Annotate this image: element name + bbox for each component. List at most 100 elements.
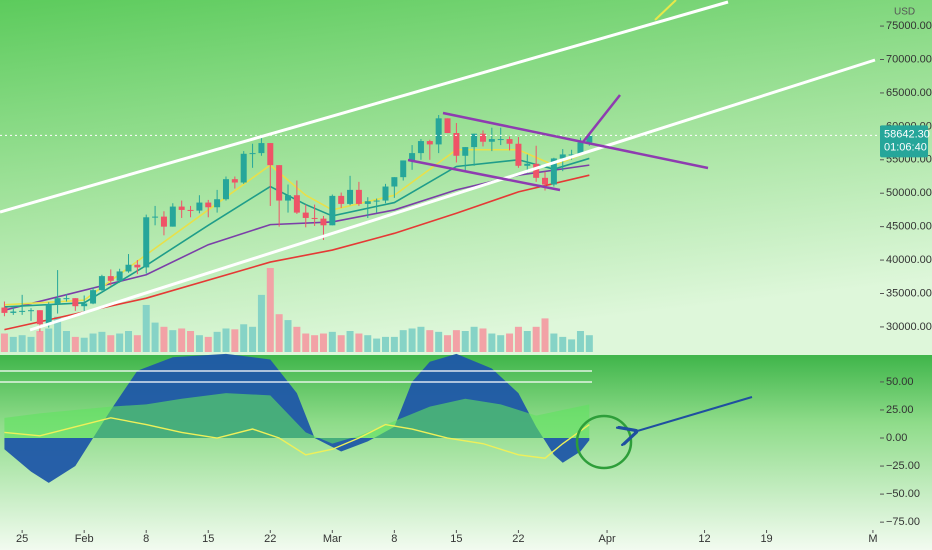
candle-body (355, 189, 362, 204)
currency-label: USD (894, 7, 915, 18)
volume-bar (275, 314, 283, 352)
volume-bar (178, 328, 186, 352)
volume-bar (541, 318, 549, 352)
candle-body (214, 199, 221, 208)
candle-body (409, 153, 416, 161)
volume-bar (133, 335, 141, 352)
x-tick-label: Apr (598, 533, 615, 545)
candle-body (196, 202, 203, 211)
candle-body (302, 212, 309, 218)
volume-bar (240, 324, 248, 352)
volume-bar (187, 331, 195, 352)
volume-bar (62, 331, 70, 352)
volume-bar (532, 326, 540, 352)
trendline (407, 158, 561, 192)
moving-average (4, 174, 590, 331)
y-tick-label: 25.00 (886, 404, 914, 416)
volume-bar (257, 294, 265, 352)
candle-body (231, 179, 238, 183)
volume-bar (523, 331, 531, 352)
volume-bar (497, 335, 505, 352)
volume-bar (249, 326, 257, 352)
candle-body (187, 209, 194, 211)
volume-bar (576, 331, 584, 352)
volume-bar (452, 330, 460, 352)
candle-body (533, 163, 540, 178)
price-pane (0, 0, 932, 355)
volume-bar (45, 328, 53, 352)
volume-bar (319, 333, 327, 352)
candle-body (382, 186, 389, 201)
volume-bar (390, 336, 398, 352)
volume-bar (36, 331, 44, 352)
candle-body (36, 310, 43, 325)
x-tick-label: Mar (323, 533, 342, 545)
candle-body (338, 195, 345, 204)
volume-bar (9, 336, 17, 352)
x-tick-label: 25 (16, 533, 28, 545)
candle-body (453, 133, 460, 156)
volume-bar (160, 326, 168, 352)
candle-body (373, 200, 380, 202)
volume-bar (585, 335, 593, 352)
candle-body (435, 118, 442, 145)
volume-bar (435, 331, 443, 352)
volume-bar (559, 336, 567, 352)
x-tick-label: M (868, 533, 877, 545)
y-tick-label: 75000.00 (886, 20, 932, 32)
candle-body (116, 271, 123, 281)
candle-body (28, 310, 35, 312)
candle-body (329, 195, 336, 226)
candle-body (10, 311, 17, 313)
candle-body (506, 139, 513, 144)
candle-body (205, 202, 212, 208)
volume-bar (355, 333, 363, 352)
candle-body (90, 290, 97, 304)
candle-body (276, 165, 283, 201)
y-tick-label: 40000.00 (886, 254, 932, 266)
candle-body (347, 189, 354, 204)
volume-bar (488, 333, 496, 352)
volume-bar (293, 326, 301, 352)
candle-body (19, 310, 26, 312)
candle-body (586, 135, 593, 143)
volume-bar (373, 338, 381, 352)
volume-bar (204, 336, 212, 352)
candle-body (285, 195, 292, 201)
countdown: 01:06:40 (884, 141, 927, 153)
volume-bar (169, 330, 177, 352)
indicator-line (4, 417, 590, 459)
x-tick-label: 8 (391, 533, 397, 545)
volume-bar (337, 335, 345, 352)
volume-bar (550, 333, 558, 352)
candle-body (471, 133, 478, 148)
candle-body (293, 195, 300, 213)
candle-body (240, 153, 247, 183)
y-tick-label: 35000.00 (886, 287, 932, 299)
candle-body (107, 276, 114, 281)
candle-body (222, 179, 229, 200)
volume-bar (195, 335, 203, 352)
candle-body (169, 206, 176, 227)
trendline (654, 0, 677, 21)
y-tick-label: −50.00 (886, 488, 920, 500)
volume-bar (417, 326, 425, 352)
volume-bar (470, 326, 478, 352)
x-tick-label: 12 (698, 533, 710, 545)
candle-body (542, 177, 549, 185)
candle-body (417, 141, 424, 154)
volume-bar (107, 335, 115, 352)
candle-body (320, 218, 327, 226)
moving-average (4, 157, 590, 308)
moving-average (4, 148, 590, 306)
last-price-box (880, 125, 928, 158)
candle-body (559, 154, 566, 159)
candle-body (577, 142, 584, 155)
candle-body (143, 217, 150, 268)
candle-body (364, 201, 371, 204)
candle-body (81, 303, 88, 307)
candle-body (426, 141, 433, 145)
drawings (407, 0, 753, 470)
volume-bar (0, 333, 8, 352)
